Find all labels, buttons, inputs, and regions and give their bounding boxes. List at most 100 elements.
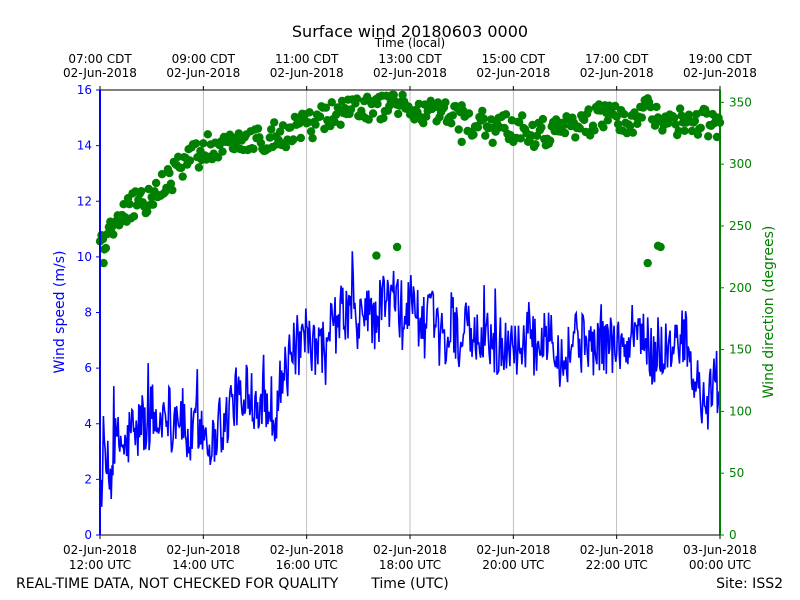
direction-point — [336, 120, 345, 129]
direction-point — [704, 132, 713, 141]
direction-point — [670, 113, 679, 123]
direction-point — [690, 116, 700, 126]
direction-point — [441, 98, 450, 107]
direction-point — [129, 212, 139, 221]
direction-point — [392, 242, 402, 252]
direction-point — [151, 178, 161, 188]
direction-point — [464, 109, 474, 118]
left-tick-label: 10 — [77, 250, 92, 264]
direction-point — [560, 128, 570, 138]
direction-point — [327, 98, 336, 107]
direction-point — [249, 144, 258, 153]
direction-point — [289, 135, 298, 144]
direction-point — [487, 115, 496, 124]
top-tick-time: 15:00 CDT — [482, 52, 546, 66]
top-tick-date: 02-Jun-2018 — [476, 66, 550, 80]
top-tick-date: 02-Jun-2018 — [270, 66, 344, 80]
direction-point — [364, 115, 373, 124]
direction-series — [95, 90, 725, 268]
left-tick-label: 12 — [77, 194, 92, 208]
direction-point — [199, 139, 208, 148]
left-y-axis-label: Wind speed (m/s) — [52, 251, 68, 374]
direction-point — [148, 200, 158, 209]
direction-point — [346, 105, 356, 114]
direction-point — [303, 118, 313, 127]
direction-point — [296, 133, 305, 143]
top-tick-date: 02-Jun-2018 — [373, 66, 447, 80]
direction-point — [611, 101, 620, 111]
bottom-tick-date: 02-Jun-2018 — [270, 543, 344, 557]
direction-point — [281, 142, 291, 152]
direction-point — [671, 120, 680, 129]
direction-point — [546, 136, 555, 145]
direction-point — [306, 127, 316, 136]
direction-point — [488, 138, 497, 147]
chart-title: Surface wind 20180603 0000 — [292, 22, 528, 41]
direction-point — [119, 200, 128, 209]
direction-point — [305, 108, 314, 117]
bottom-tick-date: 02-Jun-2018 — [476, 543, 550, 557]
top-tick-time: 11:00 CDT — [275, 52, 339, 66]
direction-point — [372, 251, 381, 260]
x-axis-label: Time (UTC) — [370, 576, 448, 592]
direction-point — [447, 119, 456, 128]
bottom-tick-date: 02-Jun-2018 — [580, 543, 654, 557]
direction-point — [590, 126, 599, 135]
direction-point — [469, 130, 478, 139]
direction-point — [675, 104, 685, 113]
top-tick-date: 02-Jun-2018 — [166, 66, 240, 80]
direction-point — [368, 109, 378, 118]
direction-point — [125, 199, 134, 209]
direction-point — [166, 179, 176, 188]
direction-point — [680, 126, 689, 135]
direction-point — [101, 243, 111, 253]
left-y-tick-labels: 0 2 4 6 8 10 12 14 16 — [77, 83, 100, 542]
footer-right: Site: ISS2 — [716, 576, 783, 592]
direction-point — [454, 125, 463, 134]
direction-point — [696, 123, 705, 133]
direction-point — [311, 120, 320, 129]
direction-point — [571, 133, 580, 142]
direction-point — [584, 105, 593, 114]
bottom-tick-time: 14:00 UTC — [172, 558, 234, 572]
direction-point — [479, 114, 488, 123]
direction-point — [168, 185, 177, 195]
right-tick-label: 300 — [729, 157, 752, 171]
direction-point — [518, 111, 527, 120]
bottom-tick-time: 16:00 UTC — [276, 558, 338, 572]
left-tick-label: 2 — [84, 472, 92, 486]
direction-point — [481, 131, 490, 140]
direction-point — [143, 207, 152, 216]
direction-point — [426, 96, 435, 106]
right-y-tick-labels: 0 50 100 150 200 250 300 350 — [720, 95, 752, 542]
right-tick-label: 200 — [729, 281, 752, 295]
right-tick-label: 0 — [729, 528, 737, 542]
direction-point — [478, 106, 487, 116]
top-tick-time: 09:00 CDT — [172, 52, 236, 66]
direction-point — [603, 116, 612, 125]
direction-point — [321, 103, 331, 112]
direction-point — [253, 124, 263, 133]
left-tick-label: 4 — [84, 417, 92, 431]
direction-point — [433, 98, 443, 107]
bottom-tick-time: 12:00 UTC — [69, 558, 131, 572]
direction-point — [419, 119, 428, 128]
direction-point — [352, 94, 362, 103]
bottom-tick-date: 02-Jun-2018 — [63, 543, 137, 557]
top-tick-time: 13:00 CDT — [378, 52, 442, 66]
bottom-tick-time: 22:00 UTC — [586, 558, 648, 572]
direction-point — [379, 113, 388, 123]
left-tick-label: 8 — [84, 306, 92, 320]
direction-point — [394, 109, 403, 119]
direction-point — [234, 129, 243, 138]
direction-point — [538, 114, 548, 124]
right-tick-label: 350 — [729, 95, 752, 109]
direction-point — [537, 123, 546, 132]
right-y-axis-label: Wind direction (degrees) — [761, 226, 777, 399]
top-tick-time: 07:00 CDT — [68, 52, 132, 66]
direction-point — [389, 90, 398, 100]
direction-point — [194, 163, 204, 172]
bottom-tick-date: 02-Jun-2018 — [166, 543, 240, 557]
